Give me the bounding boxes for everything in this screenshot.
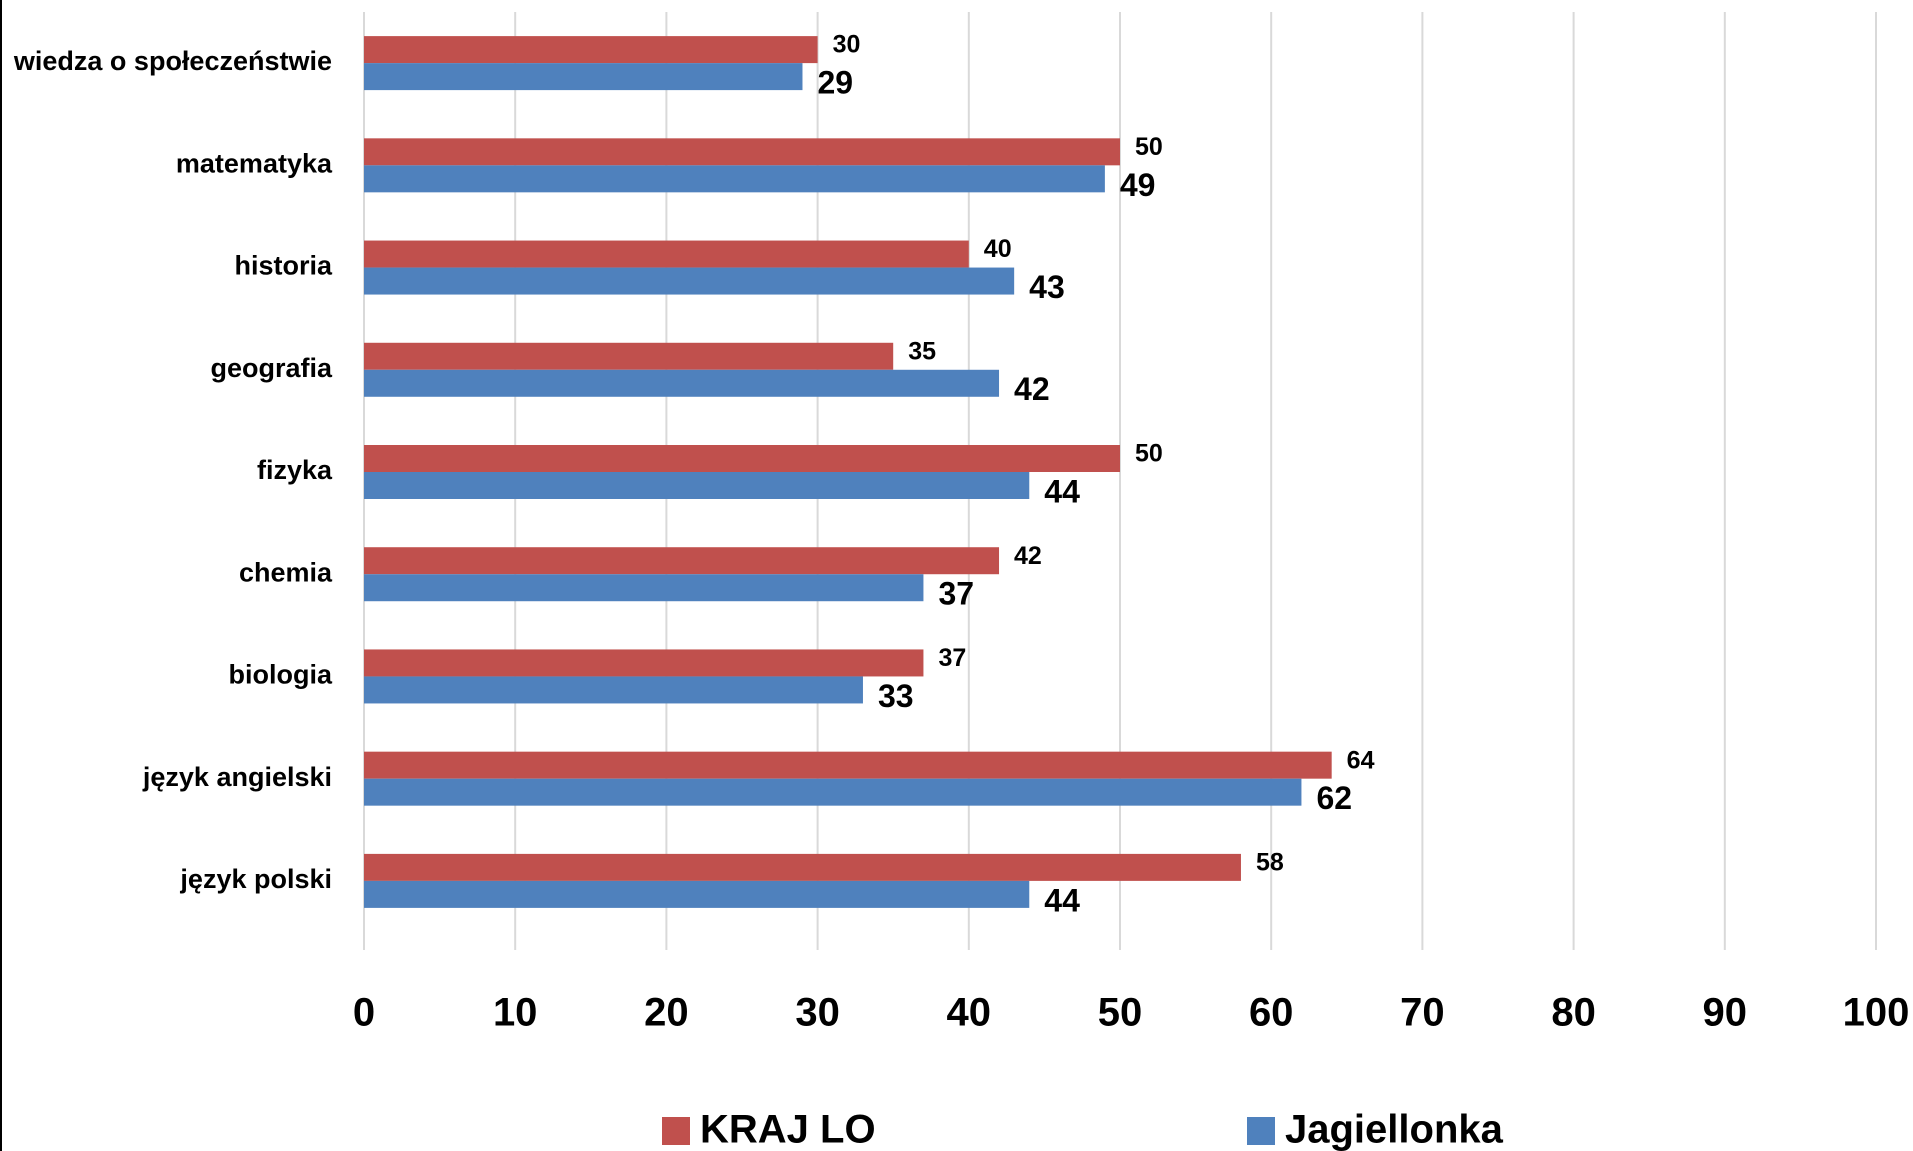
value-label: 50 <box>1135 440 1163 468</box>
y-tick-label: wiedza o społeczeństwie <box>13 46 332 76</box>
bar <box>364 574 924 602</box>
legend-label: KRAJ LO <box>700 1108 876 1151</box>
value-label: 37 <box>938 576 974 612</box>
x-tick-label: 60 <box>1249 991 1294 1035</box>
bar <box>364 880 1030 908</box>
y-tick-label: chemia <box>239 557 333 587</box>
bar <box>364 63 803 91</box>
x-tick-label: 40 <box>947 991 992 1035</box>
y-tick-label: geografia <box>210 353 333 383</box>
x-tick-label: 10 <box>493 991 538 1035</box>
x-tick-label: 90 <box>1703 991 1748 1035</box>
value-label: 35 <box>908 337 936 365</box>
x-tick-label: 0 <box>353 991 375 1035</box>
x-tick-label: 70 <box>1400 991 1445 1035</box>
x-tick-label: 30 <box>795 991 840 1035</box>
bar <box>364 342 894 370</box>
value-label: 49 <box>1120 167 1156 203</box>
value-label: 62 <box>1316 780 1352 816</box>
bar <box>364 547 1000 575</box>
legend-swatch <box>1247 1117 1275 1145</box>
bar <box>364 369 1000 397</box>
bar <box>364 267 1015 295</box>
value-label: 33 <box>878 678 914 714</box>
bar <box>364 445 1120 472</box>
bar <box>364 165 1105 193</box>
value-label: 37 <box>938 644 966 672</box>
value-label: 64 <box>1347 746 1375 774</box>
bar <box>364 676 863 704</box>
y-tick-label: język angielski <box>142 762 332 792</box>
legend-label: Jagiellonka <box>1285 1108 1504 1151</box>
value-label: 44 <box>1044 882 1080 918</box>
x-tick-label: 50 <box>1098 991 1143 1035</box>
value-label: 29 <box>817 65 853 101</box>
bar <box>364 649 924 677</box>
value-label: 50 <box>1135 133 1163 161</box>
legend-swatch <box>662 1117 690 1145</box>
value-label: 42 <box>1014 371 1050 407</box>
x-tick-label: 80 <box>1551 991 1596 1035</box>
bar <box>364 853 1241 881</box>
x-tick-label: 20 <box>644 991 689 1035</box>
y-tick-label: historia <box>234 251 333 281</box>
x-tick-label: 100 <box>1843 991 1910 1035</box>
value-label: 44 <box>1044 473 1080 509</box>
bar <box>364 36 818 64</box>
bar <box>364 751 1332 779</box>
bar <box>364 138 1120 166</box>
value-label: 58 <box>1256 848 1284 876</box>
bar <box>364 240 969 268</box>
y-tick-label: fizyka <box>257 455 333 485</box>
bar <box>364 778 1302 806</box>
value-label: 42 <box>1014 542 1042 570</box>
y-tick-label: matematyka <box>176 148 333 178</box>
y-tick-label: język polski <box>179 864 332 894</box>
value-label: 43 <box>1029 269 1065 305</box>
value-label: 30 <box>833 31 861 59</box>
bar <box>364 472 1030 499</box>
y-tick-label: biologia <box>229 660 333 690</box>
value-label: 40 <box>984 235 1012 263</box>
